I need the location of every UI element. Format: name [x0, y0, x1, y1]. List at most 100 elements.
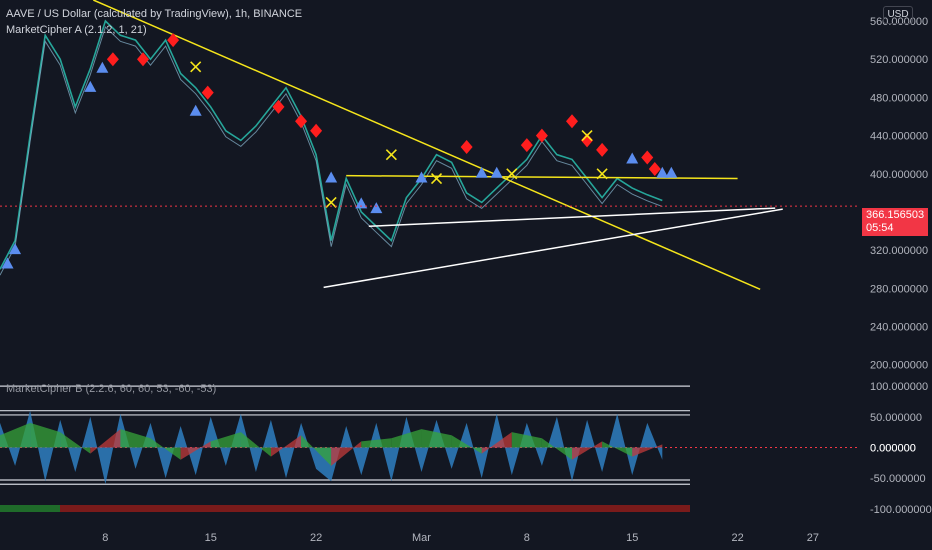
cross-marker: [190, 61, 202, 73]
buy-triangle-marker: [325, 171, 338, 183]
time-tick-label: 22: [310, 532, 322, 544]
money-flow-area: [210, 432, 241, 448]
sell-diamond-marker: [167, 33, 180, 48]
time-tick-label: 8: [524, 532, 530, 544]
buy-triangle-marker: [1, 257, 14, 269]
money-flow-area: [60, 432, 91, 454]
sell-diamond-marker: [295, 114, 308, 129]
money-flow-area: [120, 429, 151, 448]
sell-diamond-marker: [106, 52, 119, 67]
time-tick-label: 15: [205, 532, 217, 544]
oscillator-tick-label: -50.000000: [870, 473, 926, 485]
oscillator-tick-label: -100.000000: [870, 504, 932, 516]
money-flow-area: [572, 441, 603, 460]
money-flow-area: [481, 432, 512, 454]
sell-diamond-marker: [641, 150, 654, 165]
sell-diamond-marker: [535, 128, 548, 143]
oscillator-tick-label: 50.000000: [870, 412, 922, 424]
money-flow-area: [421, 429, 452, 448]
trendline-white-4: [323, 208, 783, 289]
money-flow-area: [331, 441, 362, 466]
price-tick-label: 400.000000: [870, 169, 928, 181]
buy-triangle-marker: [626, 152, 639, 164]
buy-triangle-marker: [415, 171, 428, 183]
trendline-yellow-2: [346, 174, 738, 180]
buy-triangle-marker: [96, 61, 109, 73]
last-price-value: 366.156503: [866, 209, 925, 221]
sell-diamond-marker: [272, 99, 285, 114]
sell-diamond-marker: [596, 142, 609, 157]
trendline-yellow-1: [93, 0, 761, 290]
money-flow-area: [30, 422, 61, 448]
cross-marker: [506, 168, 518, 180]
cross-marker: [385, 149, 397, 161]
price-line: [0, 19, 663, 270]
chart-title: AAVE / US Dollar (calculated by TradingV…: [6, 8, 303, 20]
price-pane: [0, 0, 858, 290]
price-tick-label: 200.000000: [870, 360, 928, 372]
sell-diamond-marker: [460, 140, 473, 155]
sell-diamond-marker: [566, 114, 578, 129]
cross-marker: [581, 130, 593, 142]
money-flow-area: [0, 422, 31, 448]
money-flow-area: [602, 441, 633, 457]
time-tick-label: Mar: [412, 532, 431, 544]
time-tick-label: 8: [102, 532, 108, 544]
time-tick-label: 22: [731, 532, 743, 544]
oscillator-tick-label: 0.000000: [870, 442, 916, 454]
money-flow-area: [451, 435, 482, 454]
buy-triangle-marker: [490, 166, 503, 178]
cross-marker: [430, 172, 443, 185]
price-tick-label: 320.000000: [870, 245, 928, 257]
bar-countdown: 05:54: [866, 222, 894, 234]
price-tick-label: 240.000000: [870, 322, 928, 334]
sell-diamond-marker: [520, 138, 533, 153]
buy-triangle-marker: [475, 166, 488, 178]
sell-diamond-marker: [581, 133, 594, 148]
buy-triangle-marker: [84, 80, 97, 92]
buy-triangle-marker: [9, 243, 22, 255]
indicator-b-label: MarketCipher B (2.2.6, 60, 60, 53, -60, …: [6, 383, 217, 395]
oscillator-pane: [0, 385, 858, 512]
money-flow-area: [632, 444, 663, 457]
oscillator-tick-label: 100.000000: [870, 381, 928, 393]
oscillator-last-value: 0.000000: [870, 442, 916, 454]
status-band: [0, 505, 690, 512]
cross-marker: [325, 196, 337, 208]
money-flow-area: [270, 435, 302, 457]
buy-triangle-marker: [370, 202, 383, 214]
buy-triangle-marker: [355, 197, 368, 209]
time-tick-label: 15: [626, 532, 638, 544]
ribbon-line: [0, 26, 663, 276]
trendline-white-3: [368, 207, 776, 228]
buy-triangle-marker: [656, 166, 669, 178]
sell-diamond-marker: [137, 52, 149, 67]
money-flow-area: [240, 432, 271, 457]
cross-marker: [596, 168, 608, 180]
buy-triangle-marker: [189, 104, 202, 116]
money-flow-area: [391, 429, 422, 448]
money-flow-area: [301, 435, 332, 466]
last-price-tag: 366.156503 05:54: [862, 208, 928, 236]
money-flow-area: [361, 438, 392, 448]
price-tick-label: 440.000000: [870, 131, 928, 143]
money-flow-area: [180, 441, 211, 460]
axes: 200.000000 240.000000 280.000000 320.000000…: [102, 16, 931, 544]
money-flow-area: [511, 432, 542, 448]
sell-diamond-marker: [648, 161, 661, 176]
price-tick-label: 560.000000: [870, 16, 928, 28]
money-flow-area: [90, 429, 121, 454]
money-flow-area: [150, 438, 181, 460]
price-tick-label: 520.000000: [870, 54, 928, 66]
money-flow-area: [541, 438, 572, 460]
time-tick-label: 27: [807, 532, 819, 544]
indicator-a-label: MarketCipher A (2.1.2, 1, 21): [6, 24, 147, 36]
price-tick-label: 480.000000: [870, 92, 928, 104]
currency-button[interactable]: USD: [883, 6, 913, 24]
price-tick-label: 280.000000: [870, 283, 928, 295]
status-band-green: [0, 505, 60, 512]
buy-triangle-marker: [665, 166, 678, 178]
sell-diamond-marker: [310, 123, 323, 138]
sell-diamond-marker: [201, 85, 214, 100]
